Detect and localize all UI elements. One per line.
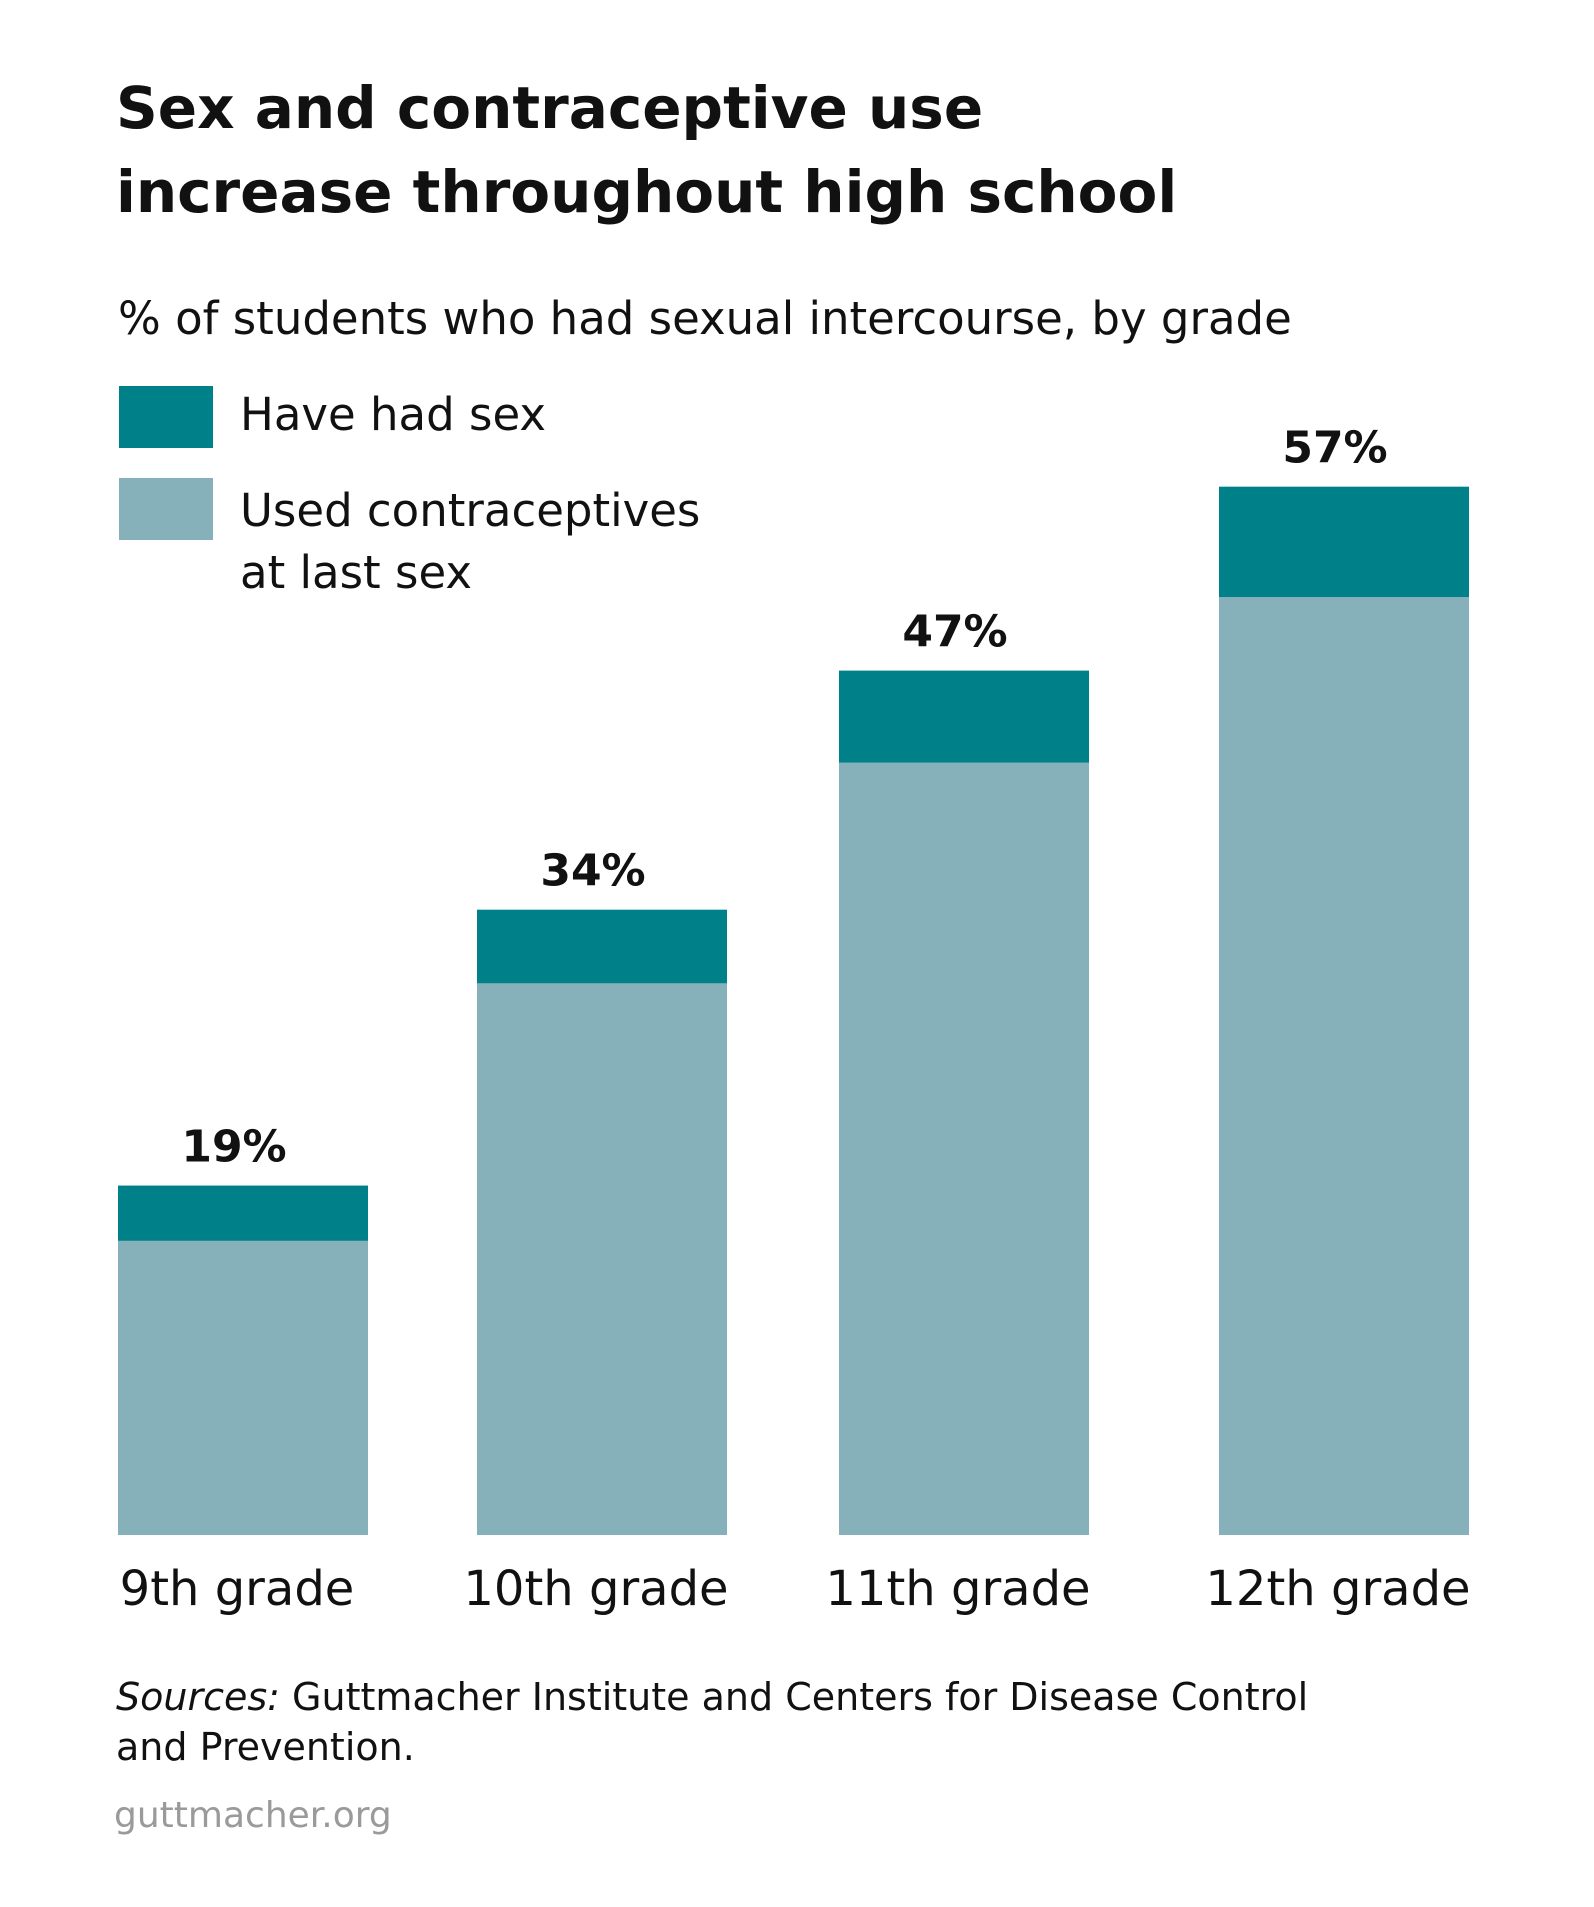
value-label: 19% [181,1122,286,1173]
bar [118,1240,368,1535]
subtitle: % of students who had sexual intercourse… [118,292,1292,345]
bar [1219,597,1469,1535]
sources-label: Sources: [116,1675,280,1719]
legend-swatch [119,386,213,448]
value-label: 47% [902,607,1007,658]
chart-title: Sex and contraceptive use increase throu… [116,74,1178,226]
x-tick-label: 12th grade [1205,1561,1470,1617]
value-label: 34% [540,846,645,897]
x-tick-label: 11th grade [825,1561,1090,1617]
value-label: 57% [1282,423,1387,474]
x-tick-label: 10th grade [463,1561,728,1617]
footer: guttmacher.org [114,1795,392,1836]
bar [477,983,727,1535]
sources-text: Guttmacher Institute and Centers for Dis… [116,1675,1309,1769]
legend-label: Have had sex [240,388,546,441]
bar [839,762,1089,1535]
legend-swatch [119,478,213,540]
x-tick-label: 9th grade [120,1561,355,1617]
sources: Sources: Guttmacher Institute and Center… [116,1672,1316,1772]
legend-label: Used contraceptives at last sex [240,484,701,599]
